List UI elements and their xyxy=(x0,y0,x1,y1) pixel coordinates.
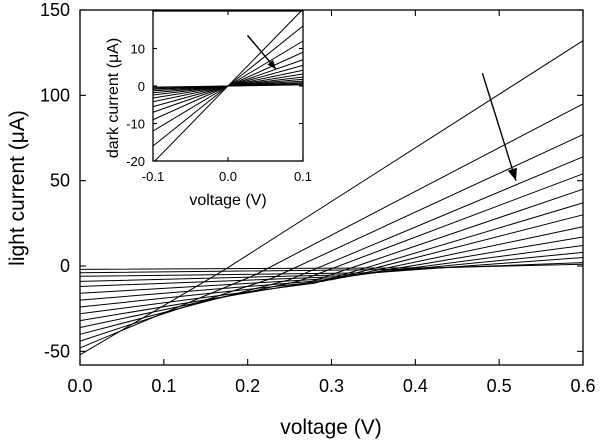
inset-y-axis: -20 -10 0 10 xyxy=(126,42,303,169)
inset-curves xyxy=(152,10,304,162)
inset-x-tick-label: 0.1 xyxy=(294,169,312,184)
inset-x-tick-label: 0.0 xyxy=(219,169,237,184)
main-series-line-12 xyxy=(79,251,584,282)
main-series-line-9 xyxy=(79,226,584,301)
inset-x-axis-label: voltage (V) xyxy=(189,192,266,209)
main-x-tick-label: 0.1 xyxy=(151,376,176,396)
main-series-line-15 xyxy=(79,263,584,270)
main-x-tick-label: 0.0 xyxy=(67,376,92,396)
main-curves xyxy=(79,40,584,356)
main-series-line-5 xyxy=(79,173,584,328)
main-series-line-11 xyxy=(79,245,584,287)
main-arrow-head xyxy=(507,167,517,181)
main-series-line-7 xyxy=(79,202,584,315)
inset-x-tick-label: -0.1 xyxy=(142,169,164,184)
inset-y-tick-label: 10 xyxy=(131,42,145,57)
main-x-tick-label: 0.2 xyxy=(235,376,260,396)
main-series-line-8 xyxy=(79,214,584,308)
inset-annotation-arrow xyxy=(246,34,277,70)
main-y-tick-label: -50 xyxy=(44,341,70,361)
main-series-line-14 xyxy=(79,262,584,274)
main-y-tick-label: 100 xyxy=(40,85,70,105)
main-y-tick-label: 50 xyxy=(50,171,70,191)
main-y-tick-label: 0 xyxy=(60,256,70,276)
inset-y-axis-label: dark current (μA) xyxy=(105,38,122,158)
main-y-tick-label: 150 xyxy=(40,0,70,20)
main-x-axis-label: voltage (V) xyxy=(280,416,382,439)
inset-series-line-14 xyxy=(152,84,304,88)
inset-x-axis: -0.1 0.0 0.1 xyxy=(142,11,312,184)
main-series-line-13 xyxy=(79,257,584,277)
main-x-axis: 0.0 0.1 0.2 0.3 0.4 0.5 0.6 xyxy=(67,10,596,396)
main-annotation-arrow xyxy=(481,72,517,181)
main-x-tick-label: 0.4 xyxy=(403,376,428,396)
main-x-tick-label: 0.3 xyxy=(319,376,344,396)
main-y-axis-label: light current (μA) xyxy=(6,110,29,266)
inset-arrow-head xyxy=(267,59,276,70)
inset-plot: -0.1 0.0 0.1 -20 -10 0 10 voltage (V) dark cu… xyxy=(105,10,312,209)
main-arrow-shaft xyxy=(481,72,517,181)
main-series-line-3 xyxy=(79,134,584,342)
inset-y-tick-label: -20 xyxy=(126,154,145,169)
main-series-line-10 xyxy=(79,236,584,294)
main-x-tick-label: 0.6 xyxy=(570,376,595,396)
main-x-tick-label: 0.5 xyxy=(487,376,512,396)
inset-y-tick-label: -10 xyxy=(126,117,145,132)
inset-y-tick-label: 0 xyxy=(138,79,145,94)
main-series-line-4 xyxy=(79,156,584,335)
